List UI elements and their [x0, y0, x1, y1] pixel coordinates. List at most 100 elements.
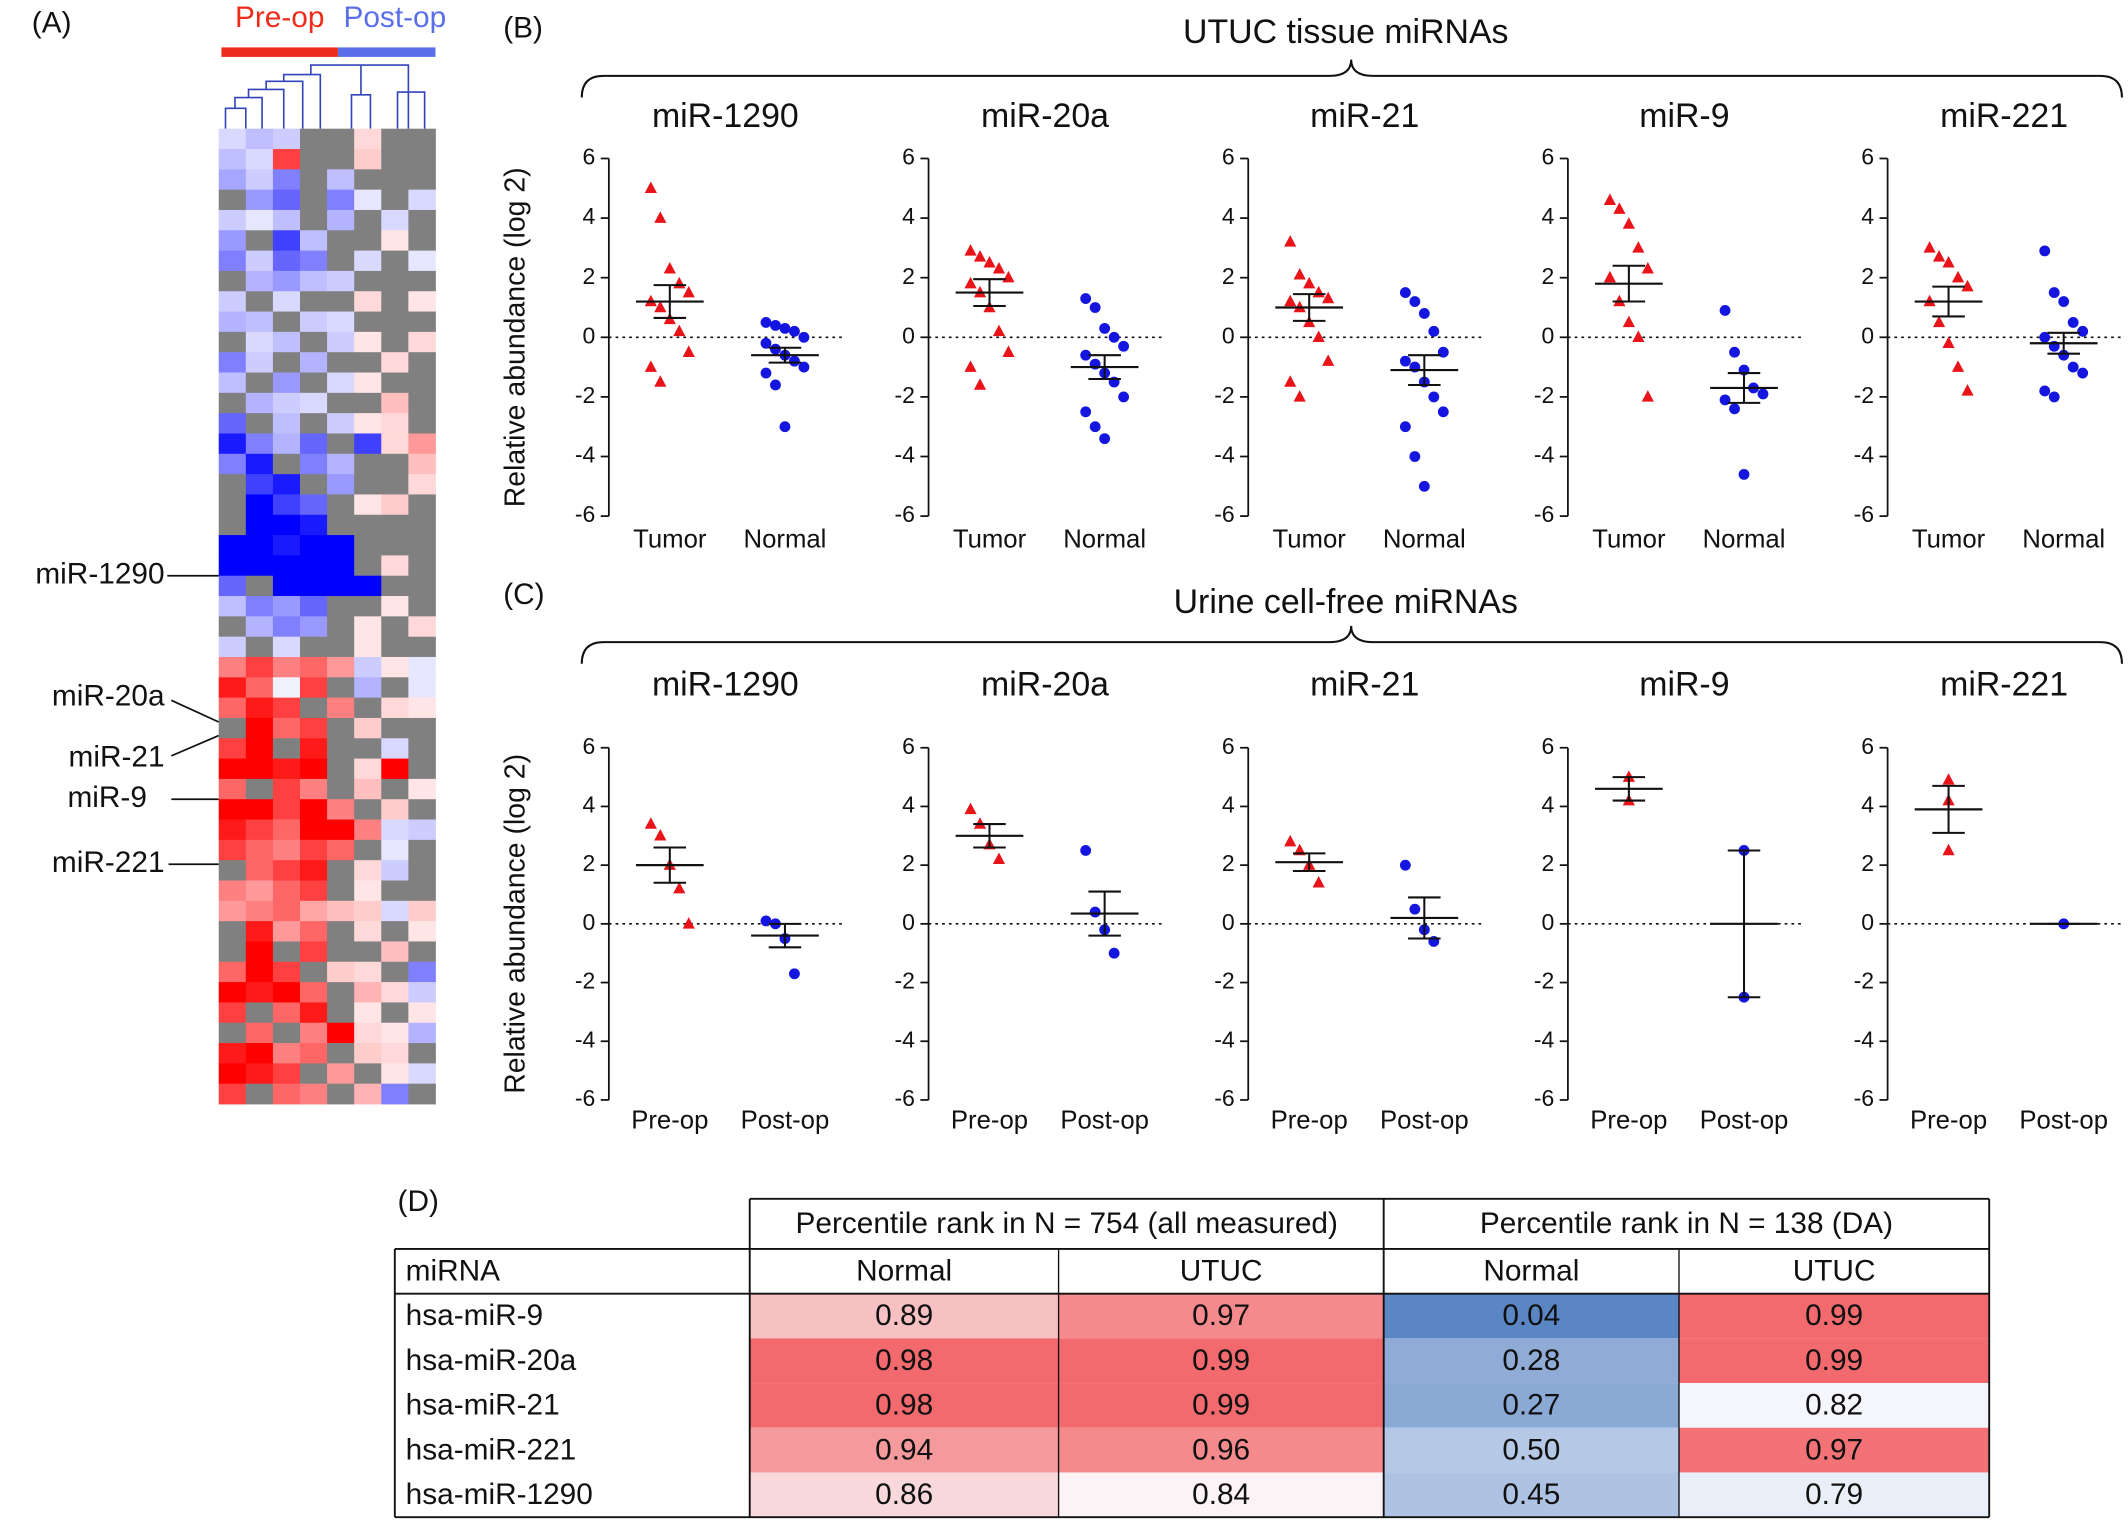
data-point	[2067, 361, 2079, 373]
y-tick-label: 6	[1222, 144, 1235, 170]
missing-cell	[245, 372, 274, 394]
y-tick-label: 4	[1542, 792, 1555, 818]
table-text: hsa-miR-20a	[406, 1344, 577, 1377]
y-tick-label: 6	[1861, 144, 1874, 170]
heatmap-cell	[381, 799, 409, 820]
missing-cell	[381, 514, 409, 536]
missing-cell	[327, 392, 355, 414]
heatmap-cell	[300, 575, 328, 597]
data-point	[1080, 293, 1092, 304]
x-tick-label: Post-op	[1060, 1106, 1149, 1134]
heatmap-cell	[300, 616, 328, 638]
missing-cell	[300, 291, 328, 312]
missing-cell	[327, 128, 355, 150]
heatmap-cell	[408, 697, 436, 719]
y-tick-label: -6	[1534, 501, 1554, 527]
x-tick-label: Pre-op	[951, 1106, 1028, 1134]
heatmap-cell	[245, 697, 274, 719]
group-bar	[221, 47, 338, 57]
plot-title: miR-221	[1940, 666, 2068, 704]
y-tick-label: 6	[902, 733, 915, 759]
heatmap-cell	[300, 941, 328, 963]
missing-cell	[381, 250, 409, 272]
data-point	[1951, 360, 1965, 372]
y-tick-label: -6	[1214, 501, 1234, 527]
heatmap-cell	[381, 209, 409, 231]
heatmap-cell	[381, 819, 409, 841]
y-tick-label: -2	[895, 382, 915, 408]
missing-cell	[218, 270, 247, 292]
missing-cell	[408, 149, 436, 170]
data-point	[1089, 421, 1101, 433]
heatmap-cell	[327, 1022, 355, 1044]
heatmap-cell	[245, 941, 274, 963]
missing-cell	[354, 555, 382, 577]
table-cell	[1678, 1338, 1990, 1384]
data-point	[1418, 308, 1430, 319]
data-point	[1632, 241, 1645, 253]
heatmap-cell	[218, 636, 247, 658]
heatmap-cell	[218, 819, 247, 841]
missing-cell	[381, 169, 409, 191]
heatmap-cell	[381, 839, 409, 861]
y-tick-label: 2	[1861, 850, 1874, 876]
data-point	[1923, 241, 1936, 253]
table-cell	[749, 1383, 1059, 1428]
heatmap-cell	[245, 209, 274, 231]
table-text: hsa-miR-9	[406, 1299, 543, 1332]
heatmap-cell	[381, 738, 409, 759]
y-tick-label: -6	[1534, 1085, 1554, 1111]
missing-cell	[381, 1002, 409, 1024]
heatmap-cell	[272, 819, 301, 841]
missing-cell	[300, 149, 328, 170]
y-tick-label: 0	[582, 322, 595, 348]
missing-cell	[381, 921, 409, 942]
missing-cell	[408, 758, 436, 780]
missing-cell	[408, 555, 436, 577]
missing-cell	[300, 331, 328, 353]
y-tick-label: -4	[1854, 442, 1875, 468]
y-tick-label: 4	[582, 203, 595, 229]
dendrogram	[224, 64, 426, 129]
x-tick-label: Post-op	[2019, 1106, 2108, 1134]
data-point	[760, 367, 772, 379]
plot-title: miR-9	[1639, 97, 1729, 135]
error-bar	[768, 346, 802, 364]
data-point	[1942, 773, 1955, 785]
missing-cell	[327, 514, 355, 536]
missing-cell	[408, 880, 436, 902]
heatmap-cell	[218, 799, 247, 820]
missing-cell	[381, 616, 409, 638]
data-point	[1729, 403, 1740, 415]
y-tick-label: 2	[582, 850, 595, 876]
data-point	[1932, 250, 1946, 262]
column-header: UTUC	[1180, 1255, 1263, 1288]
y-tick-label: 0	[1861, 909, 1874, 935]
data-point	[770, 319, 781, 331]
heatmap-cell	[381, 494, 409, 516]
heatmap-cell	[245, 880, 274, 902]
data-point	[760, 316, 772, 328]
heatmap-cell	[354, 1083, 382, 1105]
missing-cell	[381, 961, 409, 983]
heatmap-cell	[272, 799, 301, 820]
data-point	[1293, 267, 1306, 280]
heatmap-cell	[354, 291, 382, 312]
y-tick-label: 0	[1542, 909, 1555, 935]
table-text: 0.86	[875, 1478, 933, 1511]
missing-cell	[408, 636, 436, 658]
data-point	[973, 378, 987, 390]
missing-cell	[327, 352, 355, 373]
missing-cell	[300, 128, 328, 150]
data-point	[1080, 406, 1092, 418]
missing-cell	[381, 453, 409, 475]
heatmap-cell	[354, 1002, 382, 1024]
table-cell	[1678, 1383, 1990, 1428]
y-tick-label: -6	[1854, 501, 1874, 527]
heatmap-cell	[272, 555, 301, 577]
y-tick-label: -6	[895, 501, 915, 527]
y-tick-label: 0	[582, 909, 595, 935]
heatmap-cell	[300, 758, 328, 780]
heatmap-cell	[354, 189, 382, 211]
error-bar	[1612, 776, 1646, 802]
